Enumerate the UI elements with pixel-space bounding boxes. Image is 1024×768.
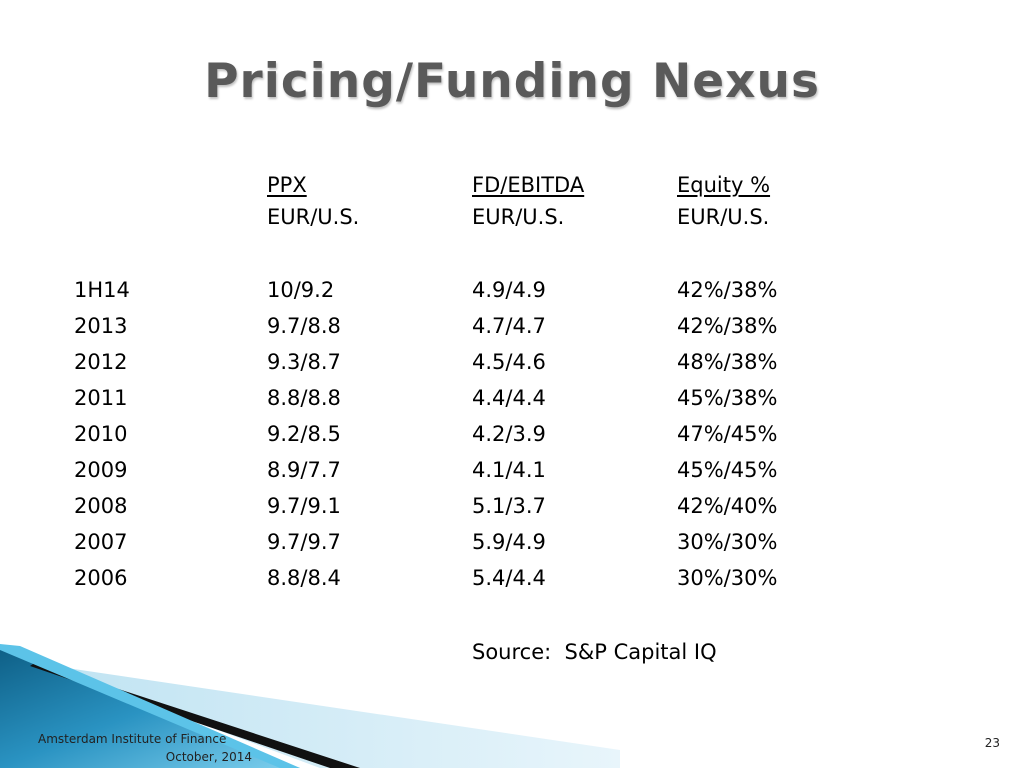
ppx-value: 9.7/8.8 <box>267 314 341 338</box>
row-label: 2012 <box>74 350 128 374</box>
fd-ebitda-value: 4.7/4.7 <box>472 314 546 338</box>
corner-swoosh-decoration <box>0 644 620 768</box>
fd-ebitda-value: 4.4/4.4 <box>472 386 546 410</box>
ppx-value: 9.7/9.1 <box>267 494 341 518</box>
slide-title: Pricing/Funding Nexus <box>204 54 820 109</box>
equity-value: 42%/40% <box>677 494 778 518</box>
page-number: 23 <box>984 736 1000 750</box>
footer-date: October, 2014 <box>165 750 252 764</box>
equity-value: 30%/30% <box>677 566 778 590</box>
fd-ebitda-value: 5.4/4.4 <box>472 566 546 590</box>
fd-ebitda-value: 4.2/3.9 <box>472 422 546 446</box>
equity-value: 42%/38% <box>677 314 778 338</box>
fd-ebitda-value: 4.9/4.9 <box>472 278 546 302</box>
ppx-value: 8.8/8.4 <box>267 566 341 590</box>
fd-ebitda-value: 5.1/3.7 <box>472 494 546 518</box>
header-ppx: PPX <box>267 173 307 197</box>
subheader-fd-ebitda: EUR/U.S. <box>472 205 565 229</box>
equity-value: 48%/38% <box>677 350 778 374</box>
equity-value: 45%/45% <box>677 458 778 482</box>
row-label: 2010 <box>74 422 128 446</box>
ppx-value: 10/9.2 <box>267 278 335 302</box>
source-note: Source: S&P Capital IQ <box>472 640 717 664</box>
ppx-value: 9.2/8.5 <box>267 422 341 446</box>
footer-organization: Amsterdam Institute of Finance <box>38 732 227 746</box>
equity-value: 47%/45% <box>677 422 778 446</box>
header-equity: Equity % <box>677 173 771 197</box>
row-label: 2009 <box>74 458 128 482</box>
fd-ebitda-value: 4.5/4.6 <box>472 350 546 374</box>
row-label: 1H14 <box>74 278 130 302</box>
equity-value: 30%/30% <box>677 530 778 554</box>
ppx-value: 8.9/7.7 <box>267 458 341 482</box>
subheader-equity: EUR/U.S. <box>677 205 770 229</box>
row-label: 2007 <box>74 530 128 554</box>
row-label: 2008 <box>74 494 128 518</box>
row-label: 2006 <box>74 566 128 590</box>
ppx-value: 8.8/8.8 <box>267 386 341 410</box>
row-label: 2013 <box>74 314 128 338</box>
header-fd-ebitda: FD/EBITDA <box>472 173 585 197</box>
row-label: 2011 <box>74 386 128 410</box>
fd-ebitda-value: 5.9/4.9 <box>472 530 546 554</box>
equity-value: 42%/38% <box>677 278 778 302</box>
ppx-value: 9.3/8.7 <box>267 350 341 374</box>
fd-ebitda-value: 4.1/4.1 <box>472 458 546 482</box>
ppx-value: 9.7/9.7 <box>267 530 341 554</box>
equity-value: 45%/38% <box>677 386 778 410</box>
subheader-ppx: EUR/U.S. <box>267 205 360 229</box>
